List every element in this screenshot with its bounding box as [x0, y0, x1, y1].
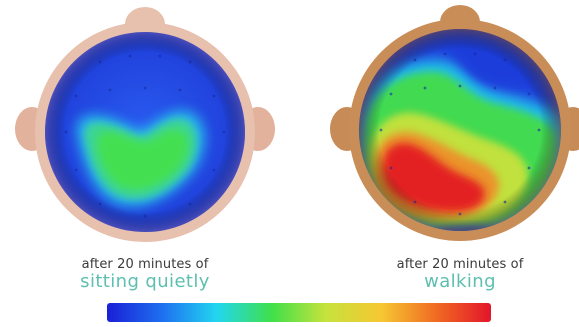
head-walking — [330, 5, 579, 241]
caption-sitting-line1: after 20 minutes of — [81, 257, 209, 272]
caption-walking-line2: walking — [424, 271, 496, 292]
head-sitting-quietly — [15, 7, 275, 242]
caption-walking-line1: after 20 minutes of — [396, 257, 524, 272]
caption-sitting-line2: sitting quietly — [80, 271, 210, 292]
color-scale-bar — [107, 303, 491, 322]
